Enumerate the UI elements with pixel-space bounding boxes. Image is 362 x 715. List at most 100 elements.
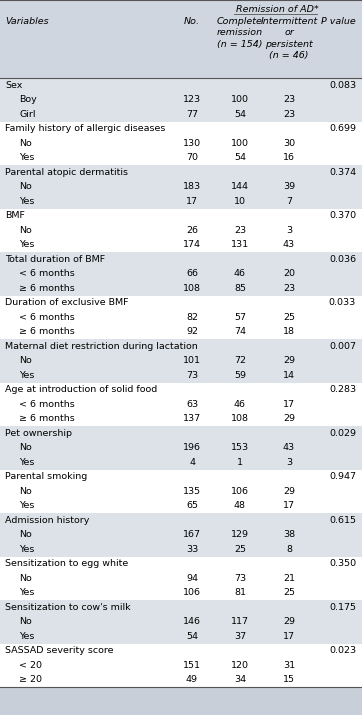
Text: No: No xyxy=(19,573,32,583)
Text: 108: 108 xyxy=(183,284,201,292)
Text: 4: 4 xyxy=(189,458,195,467)
Text: 43: 43 xyxy=(283,240,295,250)
Text: 137: 137 xyxy=(183,414,201,423)
Bar xyxy=(0,295,362,339)
Text: Yes: Yes xyxy=(19,501,34,511)
Text: 70: 70 xyxy=(186,153,198,162)
Text: 153: 153 xyxy=(231,443,249,453)
Text: 3: 3 xyxy=(286,458,292,467)
Text: 77: 77 xyxy=(186,109,198,119)
Text: 23: 23 xyxy=(283,284,295,292)
Text: Family history of allergic diseases: Family history of allergic diseases xyxy=(5,124,165,133)
Text: Parental atopic dermatitis: Parental atopic dermatitis xyxy=(5,168,128,177)
Text: 31: 31 xyxy=(283,661,295,670)
Text: 17: 17 xyxy=(283,501,295,511)
Text: 39: 39 xyxy=(283,182,295,191)
Text: 43: 43 xyxy=(283,443,295,453)
Text: No: No xyxy=(19,356,32,365)
Text: 3: 3 xyxy=(286,226,292,235)
Text: 106: 106 xyxy=(183,588,201,597)
Text: 135: 135 xyxy=(183,487,201,495)
Text: 20: 20 xyxy=(283,270,295,278)
Text: 0.350: 0.350 xyxy=(329,559,356,568)
Text: 73: 73 xyxy=(186,371,198,380)
Text: ≥ 6 months: ≥ 6 months xyxy=(19,327,75,336)
Text: 26: 26 xyxy=(186,226,198,235)
Text: ≥ 6 months: ≥ 6 months xyxy=(19,414,75,423)
Text: Sensitization to egg white: Sensitization to egg white xyxy=(5,559,128,568)
Text: 48: 48 xyxy=(234,501,246,511)
Text: No: No xyxy=(19,226,32,235)
Text: Sex: Sex xyxy=(5,81,22,90)
Text: 100: 100 xyxy=(231,95,249,104)
Text: 57: 57 xyxy=(234,312,246,322)
Text: 0.370: 0.370 xyxy=(329,211,356,220)
Text: No: No xyxy=(19,487,32,495)
Text: 196: 196 xyxy=(183,443,201,453)
Text: Age at introduction of solid food: Age at introduction of solid food xyxy=(5,385,157,394)
Text: 146: 146 xyxy=(183,617,201,626)
Text: 14: 14 xyxy=(283,371,295,380)
Text: < 6 months: < 6 months xyxy=(19,270,75,278)
Text: No: No xyxy=(19,617,32,626)
Text: No: No xyxy=(19,182,32,191)
Text: 129: 129 xyxy=(231,531,249,539)
Text: 0.036: 0.036 xyxy=(329,255,356,264)
Text: 63: 63 xyxy=(186,400,198,409)
Text: 1: 1 xyxy=(237,458,243,467)
Text: 25: 25 xyxy=(234,545,246,553)
Text: 0.374: 0.374 xyxy=(329,168,356,177)
Text: < 6 months: < 6 months xyxy=(19,312,75,322)
Text: 34: 34 xyxy=(234,675,246,684)
Text: 82: 82 xyxy=(186,312,198,322)
Text: 0.023: 0.023 xyxy=(329,646,356,655)
Bar xyxy=(0,470,362,513)
Text: 74: 74 xyxy=(234,327,246,336)
Text: 117: 117 xyxy=(231,617,249,626)
Text: 0.615: 0.615 xyxy=(329,516,356,525)
Text: 81: 81 xyxy=(234,588,246,597)
Text: 23: 23 xyxy=(283,95,295,104)
Text: 37: 37 xyxy=(234,632,246,641)
Bar xyxy=(0,209,362,252)
Text: 49: 49 xyxy=(186,675,198,684)
Text: Duration of exclusive BMF: Duration of exclusive BMF xyxy=(5,298,129,307)
Text: 0.007: 0.007 xyxy=(329,342,356,351)
Text: Boy: Boy xyxy=(19,95,37,104)
Text: 23: 23 xyxy=(234,226,246,235)
Text: 73: 73 xyxy=(234,573,246,583)
Text: 0.033: 0.033 xyxy=(329,298,356,307)
Text: 18: 18 xyxy=(283,327,295,336)
Text: < 6 months: < 6 months xyxy=(19,400,75,409)
Text: 17: 17 xyxy=(186,197,198,206)
Text: Yes: Yes xyxy=(19,197,34,206)
Bar xyxy=(0,0,362,78)
Text: 183: 183 xyxy=(183,182,201,191)
Text: 0.083: 0.083 xyxy=(329,81,356,90)
Text: 16: 16 xyxy=(283,153,295,162)
Text: Yes: Yes xyxy=(19,240,34,250)
Text: No: No xyxy=(19,139,32,148)
Text: BMF: BMF xyxy=(5,211,25,220)
Text: Yes: Yes xyxy=(19,153,34,162)
Text: 131: 131 xyxy=(231,240,249,250)
Text: 21: 21 xyxy=(283,573,295,583)
Text: 130: 130 xyxy=(183,139,201,148)
Text: SASSAD severity score: SASSAD severity score xyxy=(5,646,114,655)
Text: 25: 25 xyxy=(283,588,295,597)
Text: 17: 17 xyxy=(283,400,295,409)
Text: No.: No. xyxy=(184,17,200,26)
Text: 174: 174 xyxy=(183,240,201,250)
Text: Intermittent
or
persistent
(n = 46): Intermittent or persistent (n = 46) xyxy=(260,17,317,60)
Text: 167: 167 xyxy=(183,531,201,539)
Text: Yes: Yes xyxy=(19,588,34,597)
Text: 0.283: 0.283 xyxy=(329,385,356,394)
Text: Yes: Yes xyxy=(19,371,34,380)
Text: 54: 54 xyxy=(186,632,198,641)
Text: 65: 65 xyxy=(186,501,198,511)
Text: 0.699: 0.699 xyxy=(329,124,356,133)
Text: 59: 59 xyxy=(234,371,246,380)
Bar xyxy=(0,556,362,600)
Text: 38: 38 xyxy=(283,531,295,539)
Bar xyxy=(0,165,362,209)
